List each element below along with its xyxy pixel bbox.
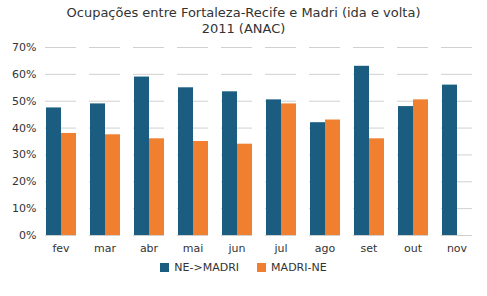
svg-text:10%: 10% [12,202,36,215]
svg-text:70%: 70% [12,41,36,54]
svg-text:jun: jun [228,242,246,255]
html-text:NE->MADRI: NE->MADRI [174,261,240,274]
svg-text:40%: 40% [12,122,36,135]
svg-text:50%: 50% [12,95,36,108]
svg-text:out: out [404,242,423,255]
svg-text:mar: mar [94,242,116,255]
svg-text:jul: jul [273,242,287,255]
svg-text:20%: 20% [12,175,36,188]
svg-text:mai: mai [183,242,204,255]
svg-text:abr: abr [140,242,159,255]
svg-text:0%: 0% [19,229,36,242]
html-text:2011 (ANAC): 2011 (ANAC) [201,21,286,36]
svg-text:30%: 30% [12,148,36,161]
svg-text:set: set [361,242,378,255]
html-text:MADRI-NE: MADRI-NE [271,261,327,274]
svg-text:nov: nov [447,242,468,255]
svg-text:ago: ago [315,242,336,255]
svg-text:60%: 60% [12,68,36,81]
html-text:Ocupações entre Fortaleza-Reci: Ocupações entre Fortaleza-Recife e Madri… [66,5,421,20]
svg-text:fev: fev [52,242,70,255]
